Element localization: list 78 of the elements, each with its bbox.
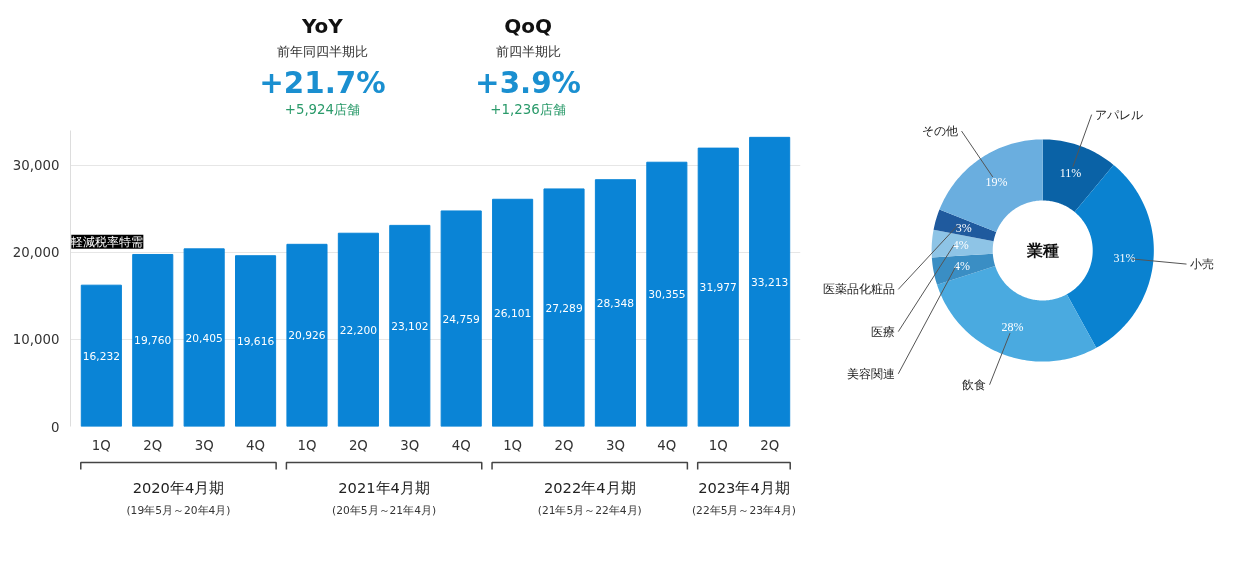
data-label: 20,405 <box>185 331 223 345</box>
data-label: 22,200 <box>339 323 378 337</box>
slice-label: 美容関連 <box>846 366 895 381</box>
x-tick-label: 1Q <box>91 437 111 453</box>
y-tick-label: 10,000 <box>12 332 60 348</box>
x-tick-label: 2Q <box>554 437 574 453</box>
data-label: 19% <box>985 175 1008 190</box>
slice-label: 医療 <box>870 324 895 339</box>
x-tick-label: 2Q <box>143 437 163 453</box>
data-label: 31% <box>1113 251 1136 266</box>
text: 2022年4月期 <box>543 478 636 496</box>
data-label: 19,616 <box>236 335 275 349</box>
data-label: 24,759 <box>442 312 481 326</box>
y-tick-label: 0 <box>51 419 60 435</box>
bar <box>80 284 122 427</box>
bar <box>749 136 791 427</box>
bar <box>183 248 225 427</box>
x-tick-label: 1Q <box>708 437 728 453</box>
text: 2020年4月期 <box>132 478 225 496</box>
slice-label: 小売 <box>1189 257 1214 272</box>
bar <box>492 198 534 427</box>
x-tick-label: 3Q <box>194 437 214 453</box>
bar <box>594 179 636 427</box>
text: 2021年4月期 <box>338 478 430 496</box>
slice-label: 飲食 <box>962 377 987 392</box>
text: QoQ <box>504 14 552 39</box>
data-label: 23,102 <box>391 319 429 333</box>
text: +21.7% <box>259 65 386 100</box>
bar <box>440 210 482 427</box>
bar <box>337 232 379 427</box>
slice-label: 医薬品化粧品 <box>822 282 895 297</box>
bar <box>132 253 174 427</box>
text: (21年5月～22年4月) <box>537 503 642 517</box>
data-label: 4% <box>953 258 970 273</box>
slice-label: その他 <box>922 124 959 139</box>
x-tick-label: 4Q <box>657 437 677 453</box>
y-tick-label: 30,000 <box>12 158 60 174</box>
data-label: 28% <box>1001 319 1024 334</box>
text: +5,924店舗 <box>284 101 361 117</box>
data-label: 19,760 <box>134 334 172 348</box>
bar <box>389 224 431 427</box>
text: 業種 <box>1025 242 1059 259</box>
data-label: 28,348 <box>596 297 635 311</box>
data-label: 3% <box>955 220 972 235</box>
text: (22年5月～23年4月) <box>691 503 796 517</box>
data-label: 26,101 <box>493 306 532 320</box>
data-label: 33,213 <box>751 275 789 289</box>
data-label: 30,355 <box>648 288 686 302</box>
text: +3.9% <box>475 65 581 100</box>
data-label: 31,977 <box>699 281 737 295</box>
data-label: 27,289 <box>545 301 583 315</box>
data-label: 20,926 <box>288 329 326 343</box>
x-tick-label: 3Q <box>605 437 625 453</box>
x-tick-label: 2Q <box>760 437 780 453</box>
x-tick-label: 3Q <box>400 437 420 453</box>
data-label: 16,232 <box>82 349 120 363</box>
data-label: 11% <box>1059 166 1082 181</box>
y-tick-label: 20,000 <box>12 245 60 261</box>
text: (20年5月～21年4月) <box>332 503 437 517</box>
slice-label: アパレル <box>1094 107 1143 122</box>
text: 前四半期比 <box>495 44 561 59</box>
bar <box>646 161 688 427</box>
x-tick-label: 4Q <box>451 437 471 453</box>
bar <box>697 147 739 427</box>
bar <box>543 188 585 427</box>
x-tick-label: 2Q <box>348 437 368 453</box>
annotation: 軽減税率特需 <box>71 234 144 249</box>
text: (19年5月～20年4月) <box>126 503 231 517</box>
text: 2023年4月期 <box>698 478 790 496</box>
x-tick-label: 4Q <box>246 437 266 453</box>
data-label: 4% <box>952 238 969 253</box>
text: 前年同四半期比 <box>276 44 368 59</box>
text: +1,236店舗 <box>490 101 566 117</box>
x-tick-label: 1Q <box>297 437 317 453</box>
x-tick-label: 1Q <box>503 437 523 453</box>
bar <box>286 243 328 427</box>
text: YoY <box>300 14 344 39</box>
bar <box>235 255 277 427</box>
